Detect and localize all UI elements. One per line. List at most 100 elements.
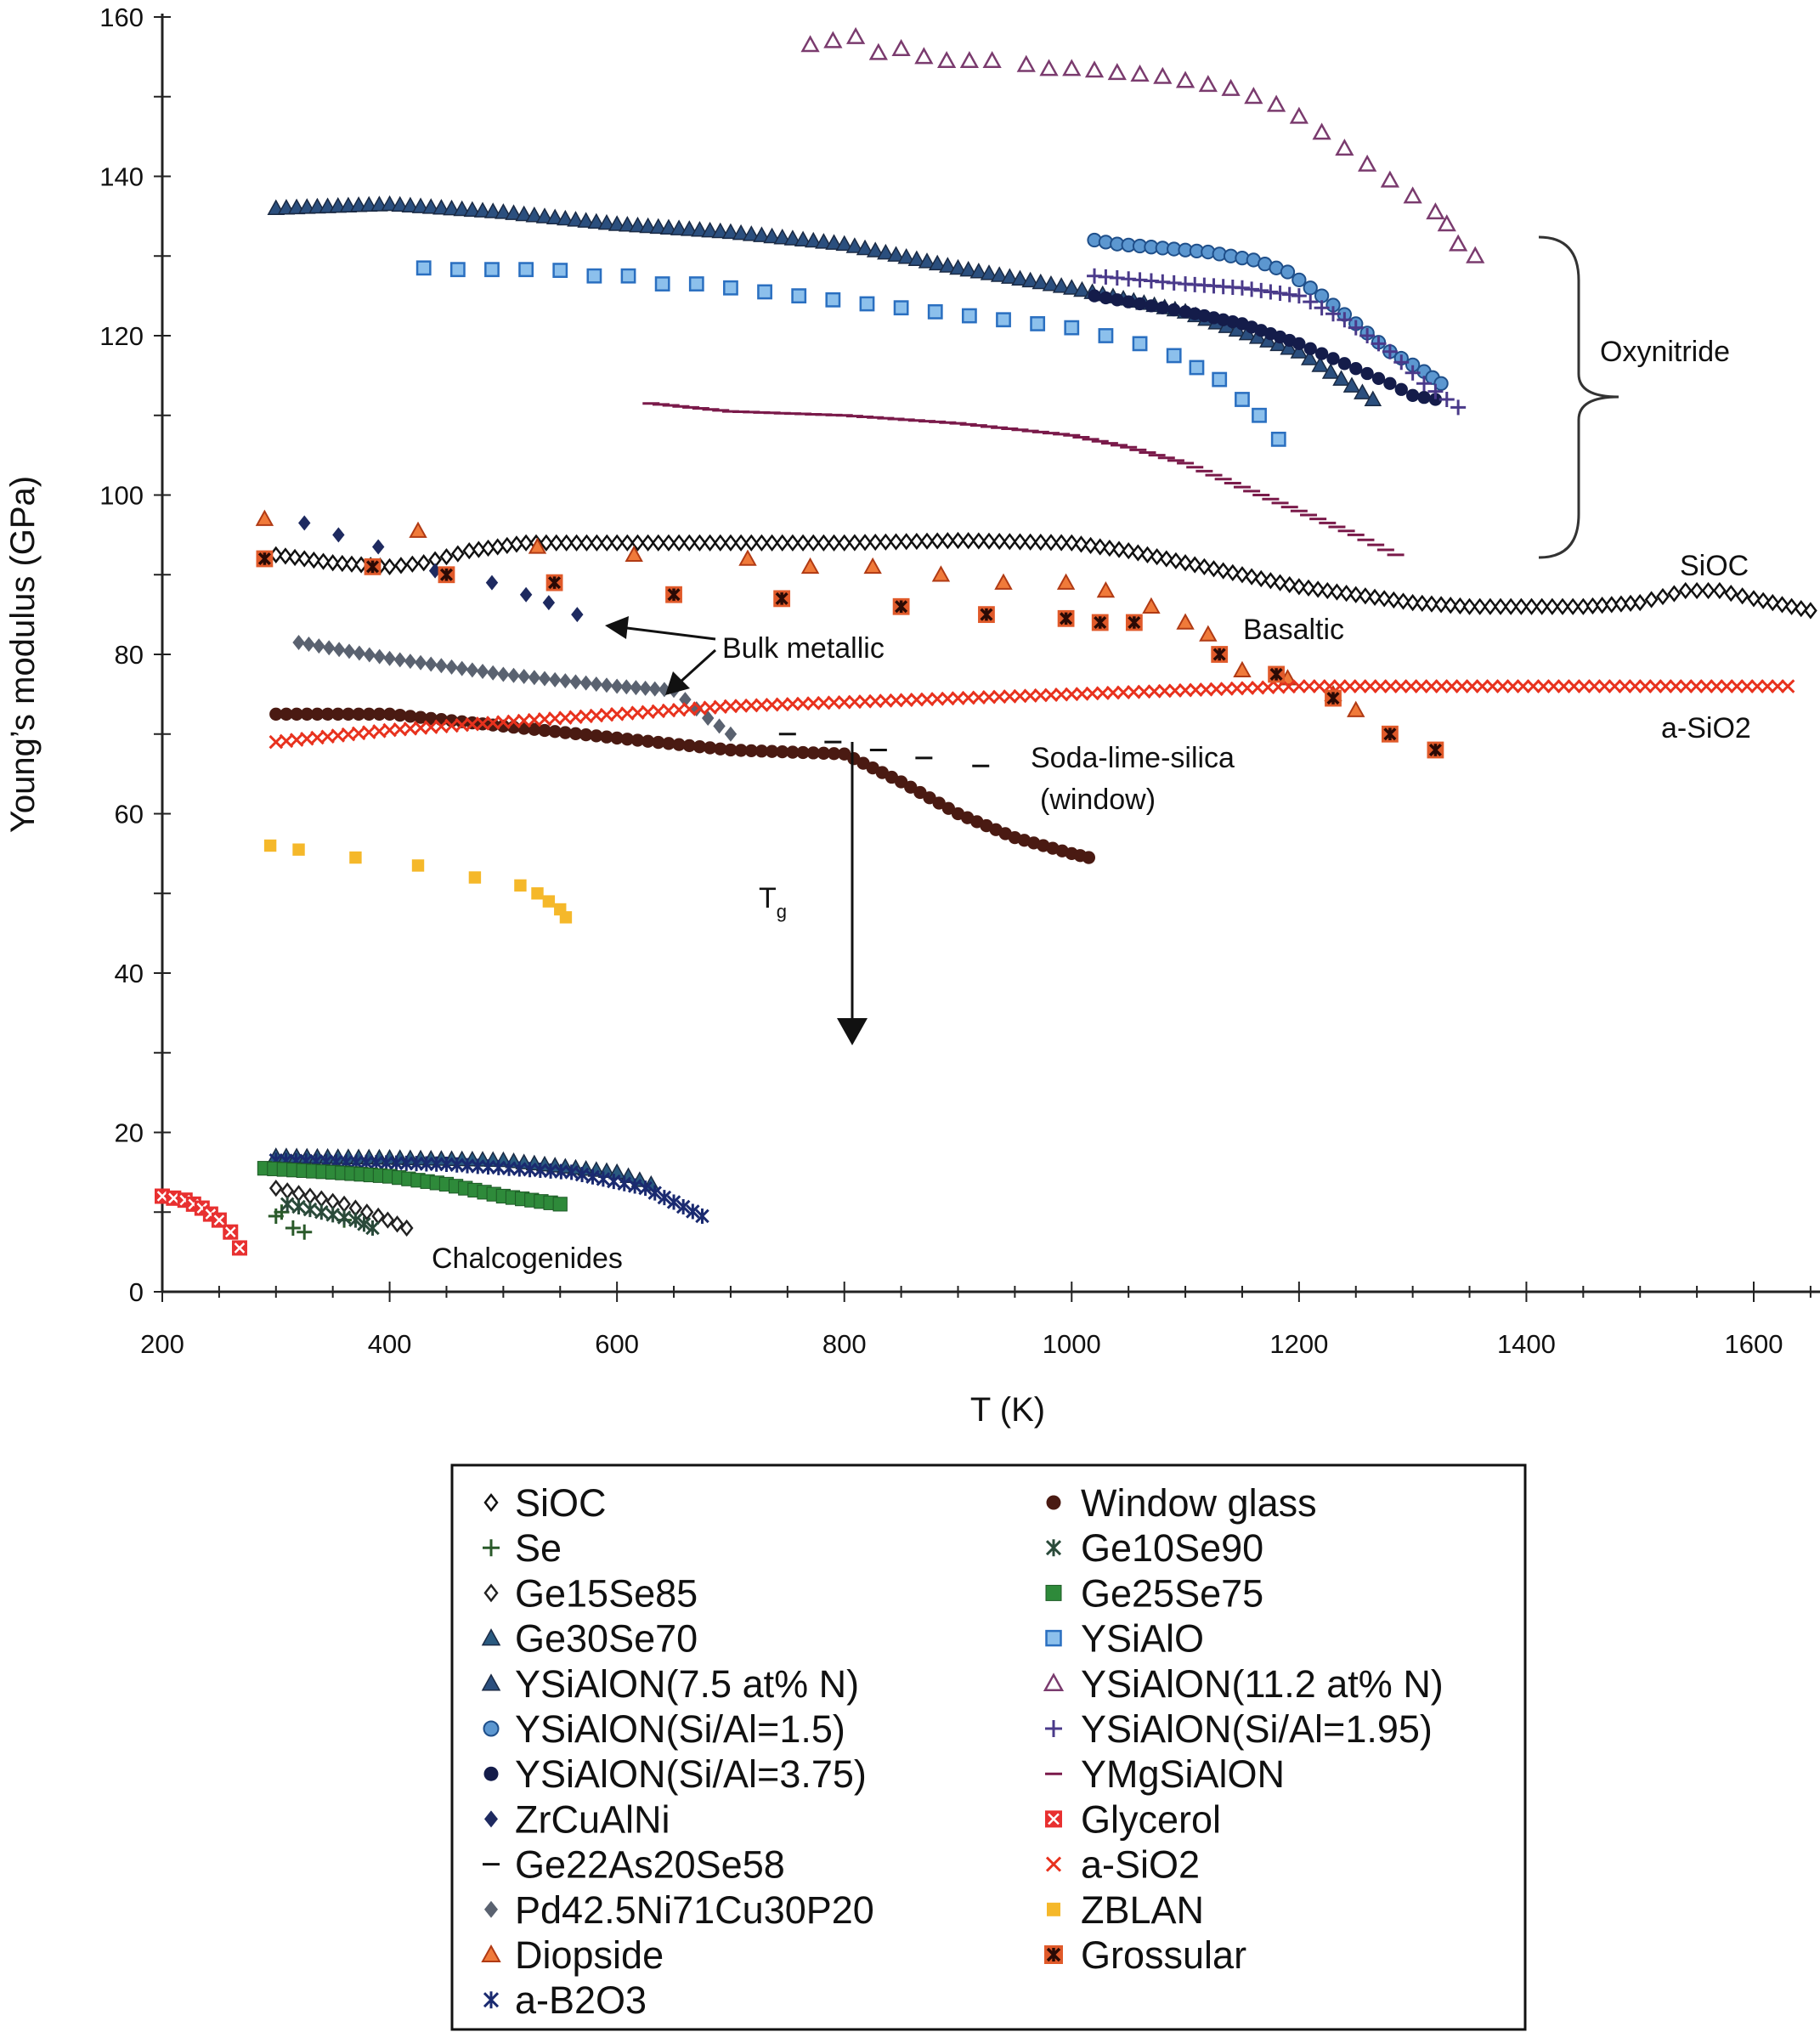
data-point <box>932 796 946 810</box>
data-point <box>531 887 544 900</box>
data-point <box>1302 679 1317 693</box>
data-point <box>713 718 726 734</box>
data-point <box>639 680 652 696</box>
data-point <box>1483 597 1497 615</box>
data-point <box>1415 594 1429 612</box>
data-point <box>1524 597 1539 615</box>
data-point <box>1042 275 1060 291</box>
data-point <box>1075 687 1089 701</box>
data-point <box>542 895 556 908</box>
data-point <box>1245 568 1258 586</box>
legend-marker-icon <box>483 1766 499 1781</box>
data-point <box>1382 343 1398 359</box>
data-point <box>607 1174 621 1190</box>
data-point <box>390 1215 404 1233</box>
data-point <box>675 1199 691 1214</box>
axes: 200 400 600 800 1000 1200 1400 1600 0 20 40 60 80 100… <box>99 3 1820 1359</box>
data-point <box>996 312 1011 328</box>
data-point <box>1207 560 1221 578</box>
data-point <box>992 532 1007 551</box>
data-point <box>1320 581 1335 600</box>
data-point <box>263 839 277 852</box>
data-point <box>1052 277 1071 293</box>
data-point <box>538 671 551 687</box>
data-point <box>485 575 499 591</box>
data-point <box>941 532 955 550</box>
legend-item: a-B2O3 <box>483 1978 647 2022</box>
data-point <box>383 650 396 666</box>
data-point <box>279 547 292 565</box>
data-point <box>744 534 759 552</box>
data-point <box>1325 306 1341 322</box>
data-point <box>951 691 965 705</box>
data-point <box>1188 682 1203 698</box>
data-point <box>1122 295 1135 308</box>
data-point <box>907 250 926 267</box>
data-point <box>641 534 655 552</box>
data-point <box>930 692 945 706</box>
data-point <box>590 534 604 552</box>
data-point <box>1003 533 1017 551</box>
data-point <box>455 660 468 676</box>
data-point <box>476 664 489 680</box>
data-point <box>981 690 997 705</box>
data-point <box>1303 342 1317 355</box>
data-point <box>1485 679 1500 693</box>
data-point <box>1453 597 1467 615</box>
data-point <box>971 532 986 550</box>
data-point <box>1142 597 1161 614</box>
data-point <box>608 215 626 231</box>
data-point <box>1348 586 1363 603</box>
legend-item: Pd42.5Ni71Cu30P20 <box>484 1888 874 1932</box>
data-point <box>548 671 562 688</box>
data-point <box>1112 541 1126 558</box>
data-point <box>302 1202 318 1218</box>
data-point <box>528 670 541 686</box>
data-point <box>1269 335 1287 352</box>
data-point <box>585 1169 600 1185</box>
data-point <box>742 225 760 241</box>
legend-marker-icon <box>481 1673 501 1691</box>
data-point <box>349 851 362 864</box>
data-point <box>959 260 977 277</box>
data-point <box>453 200 471 217</box>
legend-label: Glycerol <box>1081 1797 1221 1841</box>
data-point <box>1337 357 1352 371</box>
data-point <box>314 1204 329 1220</box>
data-point <box>353 645 366 661</box>
data-point <box>1199 682 1213 697</box>
legend-box <box>450 1463 1527 2031</box>
data-point <box>620 679 633 695</box>
data-point <box>1073 280 1091 297</box>
data-point <box>269 707 283 721</box>
legend-label: a-SiO2 <box>1081 1843 1200 1887</box>
data-point <box>1023 533 1037 551</box>
data-point <box>923 791 936 805</box>
y-tick-label: 20 <box>115 1118 144 1148</box>
legend-label: ZBLAN <box>1081 1888 1204 1932</box>
data-point <box>1268 665 1285 683</box>
data-point <box>796 534 810 552</box>
series-a-b2o3 <box>268 1152 709 1224</box>
data-point <box>1244 87 1263 105</box>
data-point <box>795 696 811 711</box>
legend-item: YMgSiAlON <box>1045 1752 1285 1796</box>
data-point <box>490 538 505 556</box>
data-point <box>1678 581 1693 600</box>
data-point <box>1289 106 1308 124</box>
data-point <box>1679 679 1693 693</box>
data-point <box>450 545 465 563</box>
data-point <box>528 537 547 554</box>
data-point <box>1167 683 1183 698</box>
legend-marker-icon <box>484 1900 498 1918</box>
data-point <box>823 31 843 48</box>
data-point <box>1054 534 1069 552</box>
data-point <box>679 692 692 708</box>
data-point <box>1784 597 1799 615</box>
data-point <box>1303 294 1319 310</box>
legend-item: Glycerol <box>1045 1797 1221 1841</box>
data-point <box>1137 684 1151 699</box>
data-point <box>1235 566 1249 584</box>
data-point <box>381 1211 395 1229</box>
